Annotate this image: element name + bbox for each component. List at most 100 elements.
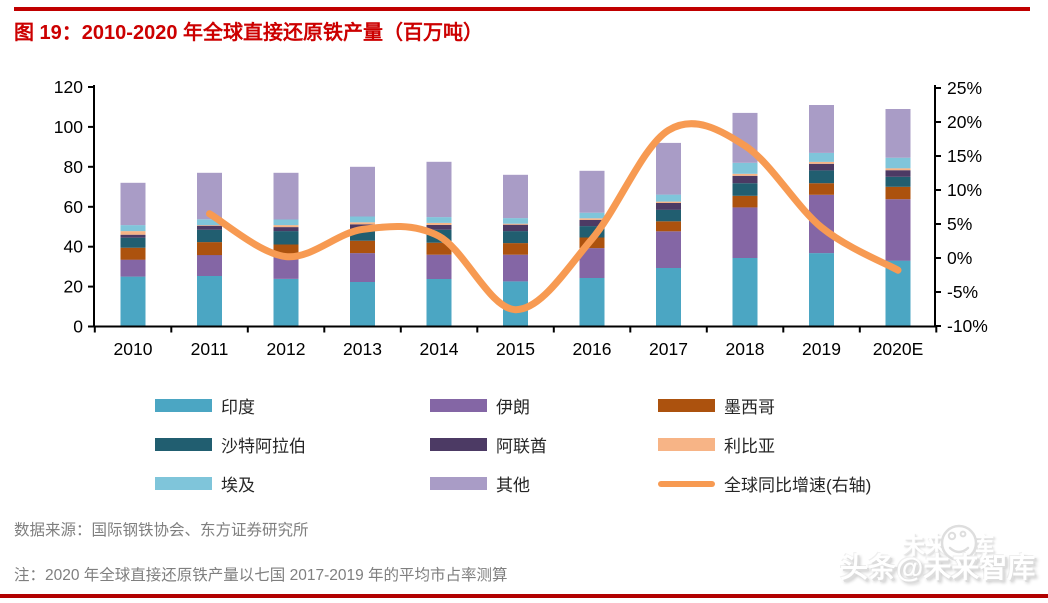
right-tick-label: 10% (947, 180, 982, 200)
bar-segment-伊朗-2015 (503, 254, 528, 282)
legend-label: 利比亚 (724, 437, 775, 456)
x-tick-label: 2011 (191, 339, 229, 359)
bar-segment-利比亚-2016 (579, 218, 605, 220)
x-tick-label: 2015 (496, 339, 535, 359)
right-tick-label: 0% (947, 248, 972, 268)
bar-segment-沙特阿拉伯-2019 (809, 170, 834, 184)
bar-segment-印度-2017 (656, 268, 681, 327)
bar-segment-阿联酋-2014 (426, 224, 452, 230)
bar-segment-其他-2013 (350, 166, 375, 217)
bar-segment-伊朗-2010 (120, 259, 146, 277)
right-tick-label: -10% (947, 316, 988, 336)
bar-segment-沙特阿拉伯-2012 (273, 231, 299, 245)
growth-line (206, 120, 902, 314)
bar-segment-伊朗-2018 (732, 207, 758, 258)
bar-segment-沙特阿拉伯-2010 (120, 237, 146, 248)
x-tick-label: 2018 (726, 339, 765, 359)
right-tick-label: -5% (947, 282, 978, 302)
bar-segment-其他-2020E (885, 109, 911, 158)
bar-segment-墨西哥-2018 (732, 195, 758, 208)
bar-segment-其他-2017 (656, 142, 681, 195)
bar-segment-其他-2012 (273, 172, 299, 220)
bar-segment-伊朗-2014 (426, 254, 452, 279)
x-tick-label: 2020E (873, 339, 924, 359)
legend-item-6: 利比亚 (658, 425, 988, 464)
bar-segment-伊朗-2011 (197, 255, 222, 276)
figure-title: 图 19：2010-2020 年全球直接还原铁产量（百万吨） (14, 22, 484, 44)
legend-item-5: 阿联酋 (430, 425, 658, 464)
smiley-chat-icon (940, 524, 978, 562)
legend-color-swatch (155, 399, 212, 412)
bottom-red-rule (0, 594, 1048, 598)
left-tick-label: 80 (64, 157, 84, 177)
bar-segment-埃及-2020E (885, 157, 911, 169)
x-tick-label: 2013 (343, 339, 382, 359)
bar-segment-利比亚-2010 (120, 231, 146, 235)
bar-segment-伊朗-2020E (885, 199, 911, 261)
bar-segment-利比亚-2019 (809, 161, 834, 164)
legend-color-swatch (430, 477, 487, 490)
bar-segment-利比亚-2013 (350, 222, 375, 225)
bar-segment-印度-2019 (809, 253, 834, 327)
bar-segment-伊朗-2012 (273, 255, 299, 279)
bar-segment-墨西哥-2012 (273, 244, 299, 256)
bar-segment-墨西哥-2011 (197, 242, 222, 256)
bar-segment-利比亚-2020E (885, 168, 911, 171)
bar-segment-印度-2013 (350, 282, 375, 327)
bar-segment-墨西哥-2017 (656, 221, 681, 232)
legend-color-swatch (430, 399, 487, 412)
left-tick-label: 100 (54, 117, 83, 137)
bar-segment-印度-2014 (426, 279, 452, 327)
bar-segment-墨西哥-2019 (809, 183, 834, 195)
bar-segment-埃及-2019 (809, 152, 834, 162)
bar-segment-阿联酋-2016 (579, 219, 605, 227)
bar-segment-利比亚-2011 (197, 225, 222, 226)
chart-legend: 印度 伊朗 墨西哥 沙特阿拉伯 阿联酋 利比亚 埃及 其他 全球同比增速(右轴) (155, 386, 988, 503)
bar-segment-沙特阿拉伯-2015 (503, 231, 528, 244)
bar-segment-印度-2010 (120, 276, 146, 327)
legend-label: 阿联酋 (496, 437, 547, 456)
legend-label: 全球同比增速(右轴) (724, 476, 872, 495)
bar-segment-阿联酋-2011 (197, 225, 222, 230)
bar-segment-埃及-2015 (503, 218, 528, 224)
legend-label: 埃及 (221, 476, 255, 495)
bar-segment-埃及-2016 (579, 212, 605, 219)
bar-segment-埃及-2018 (732, 162, 758, 174)
legend-item-1: 印度 (155, 386, 430, 425)
bar-segment-墨西哥-2014 (426, 242, 452, 255)
bar-segment-埃及-2012 (273, 219, 299, 226)
x-tick-label: 2017 (649, 339, 688, 359)
left-tick-label: 40 (64, 237, 84, 257)
bar-segment-印度-2018 (732, 258, 758, 327)
right-tick-label: 15% (947, 146, 982, 166)
legend-label: 伊朗 (496, 398, 530, 417)
bar-segment-利比亚-2015 (503, 223, 528, 225)
bar-segment-沙特阿拉伯-2017 (656, 209, 681, 222)
x-tick-label: 2016 (573, 339, 612, 359)
bar-segment-沙特阿拉伯-2018 (732, 183, 758, 196)
legend-color-swatch (658, 399, 715, 412)
bar-segment-利比亚-2014 (426, 222, 452, 225)
legend-item-3: 墨西哥 (658, 386, 988, 425)
legend-item-2: 伊朗 (430, 386, 658, 425)
bar-segment-其他-2010 (120, 182, 146, 226)
left-tick-label: 0 (73, 317, 83, 337)
right-tick-label: 20% (947, 112, 982, 132)
bar-segment-印度-2012 (273, 279, 299, 327)
legend-color-swatch (658, 438, 715, 451)
watermark: 未来智库 头条@未来智库 (840, 524, 1045, 592)
bar-segment-其他-2016 (579, 170, 605, 213)
x-tick-label: 2014 (420, 339, 459, 359)
legend-label: 其他 (496, 476, 530, 495)
left-tick-label: 120 (54, 77, 83, 97)
left-tick-label: 20 (64, 277, 84, 297)
data-source-note: 数据来源：国际钢铁协会、东方证券研究所 (14, 522, 309, 539)
bar-segment-其他-2019 (809, 105, 834, 153)
legend-item-7: 埃及 (155, 464, 430, 503)
bar-segment-墨西哥-2015 (503, 243, 528, 255)
top-red-rule (14, 7, 1030, 11)
legend-item-9: 全球同比增速(右轴) (658, 464, 988, 503)
bar-segment-阿联酋-2019 (809, 163, 834, 171)
bar-segment-伊朗-2013 (350, 253, 375, 282)
